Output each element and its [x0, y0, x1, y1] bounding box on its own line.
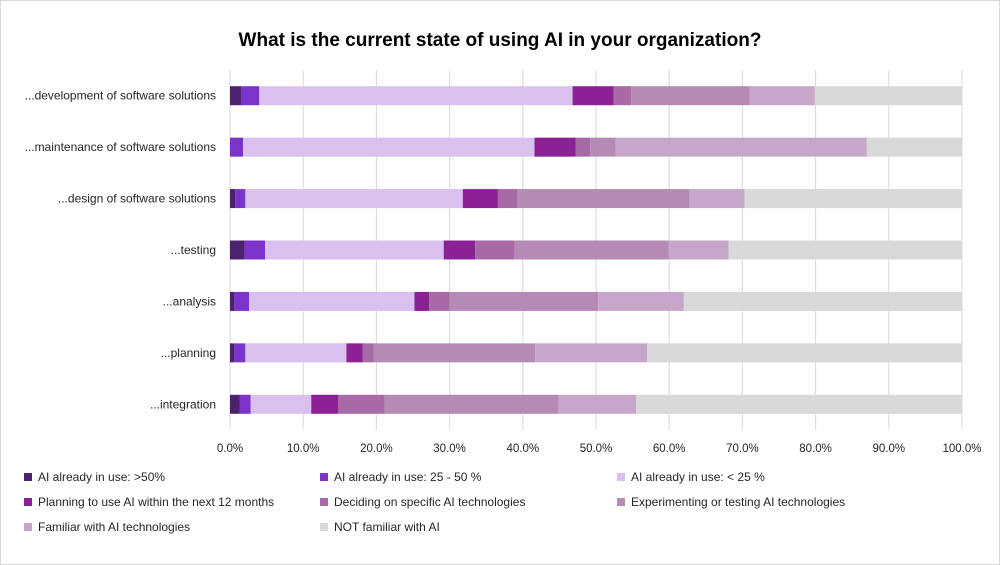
bar-segment	[534, 137, 576, 157]
bar-segment	[449, 291, 599, 311]
x-tick-labels: 0.0% 10.0% 20.0% 30.0% 40.0% 50.0% 60.0% 70.0% 8…	[217, 443, 982, 455]
bar-segment	[245, 189, 463, 209]
bar-segment	[259, 86, 573, 106]
bar-segment	[230, 86, 241, 106]
bar-segment	[245, 343, 347, 363]
bar-segment	[689, 189, 745, 209]
bar-segment	[234, 291, 250, 311]
bar-segment	[475, 240, 515, 260]
bar-segment	[230, 137, 244, 157]
bar-segment	[636, 394, 962, 414]
bar-segment	[230, 343, 235, 363]
x-tick-label: 100.0%	[942, 443, 981, 455]
bar-segment	[239, 394, 251, 414]
bar-segment	[615, 137, 867, 157]
bar-segment	[590, 137, 616, 157]
bar-segment	[362, 343, 374, 363]
bar-segment	[230, 189, 236, 209]
bar-segment	[243, 137, 535, 157]
x-tick-label: 40.0%	[506, 443, 539, 455]
bar-segment	[598, 291, 684, 311]
bar-segment	[240, 86, 260, 106]
bar-segment	[235, 189, 246, 209]
bar-segment	[728, 240, 962, 260]
category-label: ...integration	[150, 397, 216, 411]
bar-segment	[866, 137, 962, 157]
x-tick-label: 20.0%	[360, 443, 393, 455]
bar-segment	[558, 394, 637, 414]
bar-segment	[230, 291, 235, 311]
bar-segment	[572, 86, 614, 106]
bar-segment	[338, 394, 385, 414]
bar-segment	[234, 343, 246, 363]
bar-segment	[814, 86, 962, 106]
x-tick-label: 0.0%	[217, 443, 243, 455]
bars	[230, 86, 962, 414]
x-tick-label: 80.0%	[799, 443, 832, 455]
bar-segment	[535, 343, 648, 363]
chart-title: What is the current state of using AI in…	[238, 30, 762, 51]
bar-segment	[346, 343, 363, 363]
bar-segment	[631, 86, 750, 106]
bar-segment	[373, 343, 536, 363]
bar-segment	[514, 240, 669, 260]
bar-segment	[744, 189, 962, 209]
x-tick-label: 10.0%	[287, 443, 320, 455]
bar-segment	[230, 394, 240, 414]
bar-segment	[647, 343, 962, 363]
bar-segment	[497, 189, 518, 209]
x-tick-label: 60.0%	[653, 443, 686, 455]
category-label: ...planning	[161, 346, 216, 360]
x-tick-label: 30.0%	[433, 443, 466, 455]
category-label: ...maintenance of software solutions	[25, 140, 216, 154]
bar-segment	[311, 394, 339, 414]
bar-segment	[265, 240, 444, 260]
bar-segment	[575, 137, 591, 157]
bar-segment	[429, 291, 450, 311]
category-label: ...analysis	[163, 294, 216, 308]
category-label: ...design of software solutions	[58, 192, 216, 206]
x-tick-label: 70.0%	[726, 443, 759, 455]
category-labels: ...development of software solutions ...m…	[25, 89, 216, 412]
category-label: ...testing	[171, 243, 216, 257]
x-tick-label: 90.0%	[872, 443, 905, 455]
bar-segment	[683, 291, 962, 311]
x-tick-label: 50.0%	[580, 443, 613, 455]
bar-segment	[230, 240, 245, 260]
bar-segment	[462, 189, 498, 209]
bar-segment	[749, 86, 815, 106]
bar-segment	[443, 240, 476, 260]
category-label: ...development of software solutions	[25, 89, 216, 103]
bar-segment	[414, 291, 430, 311]
bar-segment	[249, 291, 415, 311]
bar-segment	[384, 394, 559, 414]
bar-segment	[244, 240, 266, 260]
bar-segment	[250, 394, 312, 414]
bar-segment	[668, 240, 729, 260]
bar-segment	[613, 86, 632, 106]
bar-segment	[517, 189, 690, 209]
